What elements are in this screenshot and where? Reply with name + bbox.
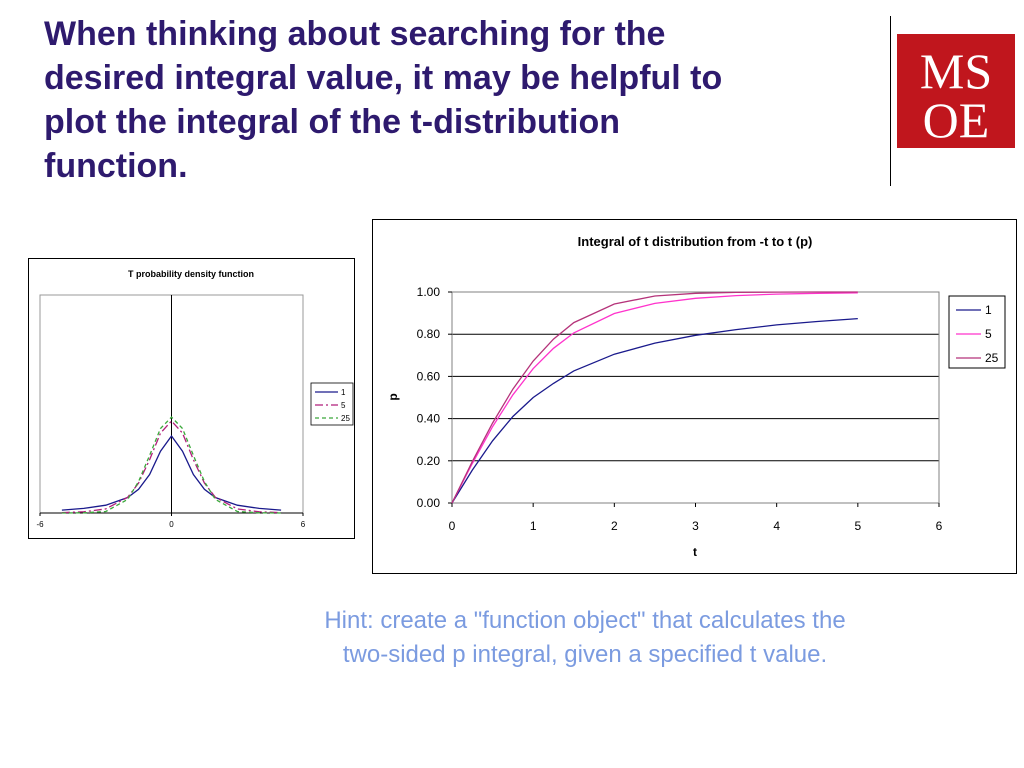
title-line: function. xyxy=(44,147,188,185)
integral-y-tick-label: 0.40 xyxy=(417,412,441,426)
pdf-legend-label: 1 xyxy=(341,388,346,397)
integral-y-tick-label: 1.00 xyxy=(417,285,441,299)
integral-y-tick-label: 0.20 xyxy=(417,454,441,468)
integral-x-ticks: 0 1 2 3 4 5 6 xyxy=(449,503,943,533)
title-line: plot the integral of the t-distribution xyxy=(44,103,621,141)
integral-x-tick-label: 1 xyxy=(530,519,537,533)
integral-x-tick-label: 6 xyxy=(936,519,943,533)
integral-legend-label: 5 xyxy=(985,327,992,341)
logo-background xyxy=(897,34,1015,148)
msoe-logo: MS OE xyxy=(897,34,1015,148)
integral-x-tick-label: 2 xyxy=(611,519,618,533)
integral-y-axis-label: p xyxy=(386,393,400,400)
integral-x-tick-label: 4 xyxy=(773,519,780,533)
integral-legend-label: 1 xyxy=(985,303,992,317)
integral-y-tick-label: 0.60 xyxy=(417,369,441,383)
header-divider xyxy=(890,16,891,186)
integral-y-tick-label: 0.00 xyxy=(417,496,441,510)
integral-series-group xyxy=(451,291,858,504)
integral-y-ticks: 0.00 0.20 0.40 0.60 0.80 1.00 xyxy=(417,285,452,510)
pdf-x-tick-label: 6 xyxy=(301,520,306,529)
pdf-chart-title: T probability density function xyxy=(128,269,254,279)
integral-series-line-25 xyxy=(451,291,858,504)
integral-plot-area xyxy=(451,291,940,504)
pdf-chart: T probability density function -6 0 6 1 5 25 xyxy=(28,258,355,539)
pdf-x-tick-label: 0 xyxy=(169,520,174,529)
integral-legend xyxy=(948,295,1006,369)
hint-line: Hint: create a "function object" that ca… xyxy=(324,607,846,634)
slide-title: When thinking about searching for the de… xyxy=(44,12,864,188)
integral-chart: Integral of t distribution from -t to t … xyxy=(372,219,1017,574)
integral-x-tick-label: 5 xyxy=(854,519,861,533)
integral-x-tick-label: 3 xyxy=(692,519,699,533)
logo-letters-top: MS xyxy=(920,43,992,99)
integral-x-tick-label: 0 xyxy=(449,519,456,533)
pdf-series-line-25 xyxy=(61,416,282,514)
pdf-series-line-5 xyxy=(61,420,282,514)
title-line: desired integral value, it may be helpfu… xyxy=(44,59,723,97)
pdf-series-group xyxy=(61,416,282,514)
pdf-legend-label: 5 xyxy=(341,401,346,410)
integral-chart-svg: Integral of t distribution from -t to t … xyxy=(386,234,1006,559)
integral-legend-label: 25 xyxy=(985,351,999,365)
pdf-series-line-1 xyxy=(61,434,282,511)
hint-line: two-sided p integral, given a specified … xyxy=(342,641,828,668)
pdf-legend-label: 25 xyxy=(341,414,350,423)
integral-series-line-1 xyxy=(451,317,858,504)
hint-text: Hint: create a "function object" that ca… xyxy=(240,604,930,672)
title-line: When thinking about searching for the xyxy=(44,15,666,53)
logo-letters-bottom: OE xyxy=(923,92,990,148)
integral-chart-title: Integral of t distribution from -t to t … xyxy=(578,234,813,249)
integral-y-tick-label: 0.80 xyxy=(417,327,441,341)
pdf-x-tick-label: -6 xyxy=(36,520,44,529)
integral-gridlines xyxy=(452,291,939,504)
pdf-x-ticks: -6 0 6 xyxy=(36,513,306,529)
integral-x-axis-label: t xyxy=(693,545,697,559)
integral-series-line-5 xyxy=(451,292,858,504)
